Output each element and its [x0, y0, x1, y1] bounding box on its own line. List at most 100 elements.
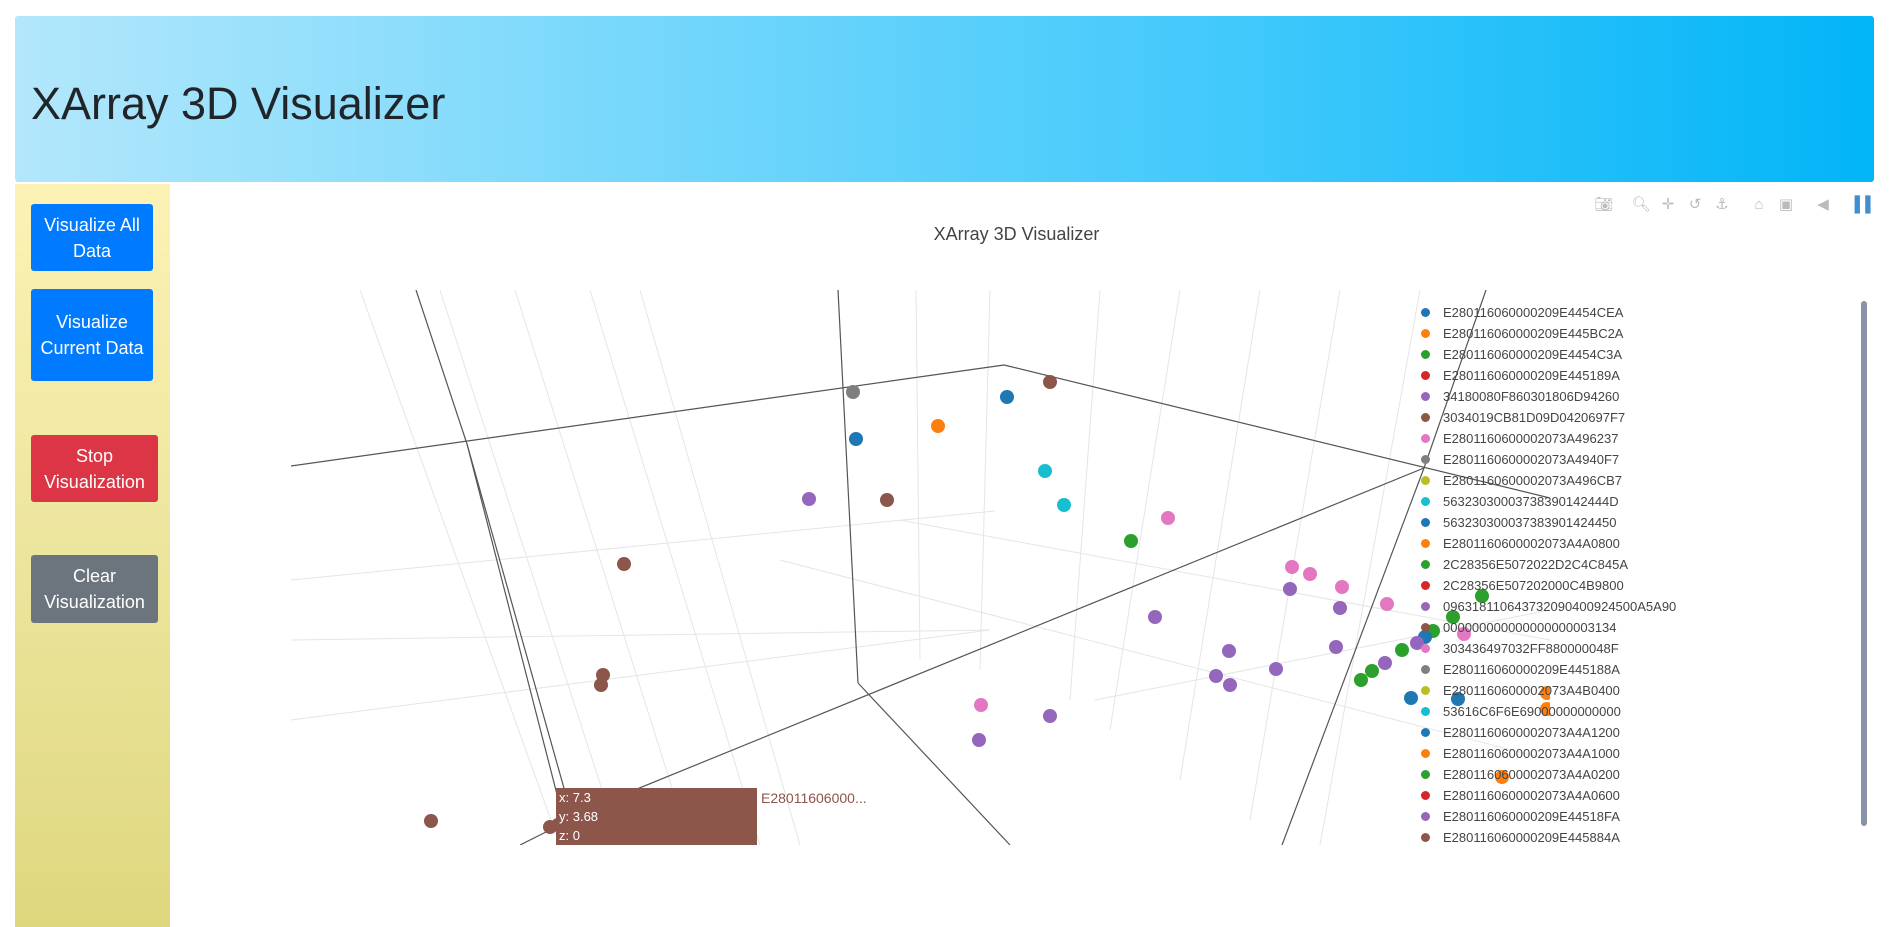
- scatter-point[interactable]: [1365, 664, 1379, 678]
- scatter-point[interactable]: [1475, 589, 1489, 603]
- legend-item[interactable]: E2801160600002073A4940F7: [1415, 449, 1619, 470]
- legend-item[interactable]: E2801160600002073A4B0400: [1415, 680, 1620, 701]
- legend-item[interactable]: 2C28356E507202000C4B9800: [1415, 575, 1624, 596]
- scatter-point[interactable]: [1354, 673, 1368, 687]
- legend-item[interactable]: E2801160600002073A4A0600: [1415, 785, 1620, 806]
- plot-container[interactable]: 📷︎ 🔍︎ ✛ ↺ ⚓ ⌂ ▣ ◀ ▐▐ XArray 3D Visualize…: [170, 184, 1893, 927]
- legend-item[interactable]: 000000000000000000003134: [1415, 617, 1617, 638]
- legend-swatch: [1421, 749, 1430, 758]
- legend-item[interactable]: E2801160600002073A496237: [1415, 428, 1618, 449]
- legend-label: 2C28356E507202000C4B9800: [1443, 578, 1624, 593]
- scatter-point[interactable]: [849, 432, 863, 446]
- scatter-point[interactable]: [1223, 678, 1237, 692]
- legend-label: E2801160600002073A4A1200: [1443, 725, 1620, 740]
- legend-label: 000000000000000000003134: [1443, 620, 1617, 635]
- legend-item[interactable]: 34180080F860301806D94260: [1415, 386, 1619, 407]
- visualize-all-data-button[interactable]: Visualize All Data: [31, 204, 153, 271]
- legend-item[interactable]: E2801160600002073A4A0800: [1415, 533, 1620, 554]
- scatter-point[interactable]: [1303, 567, 1317, 581]
- scatter-point[interactable]: [1329, 640, 1343, 654]
- legend-label: E2801160600002073A4A1000: [1443, 746, 1620, 761]
- legend-item[interactable]: E280116060000209E445BC2A: [1415, 323, 1623, 344]
- scatter-point[interactable]: [1540, 702, 1554, 716]
- reset-camera-icon[interactable]: ⌂: [1754, 195, 1764, 213]
- legend-item[interactable]: 303436497032FF880000048F: [1415, 638, 1619, 659]
- gridlines: [291, 290, 1550, 845]
- legend-item[interactable]: E280116060000209E4454C3A: [1415, 344, 1622, 365]
- legend-item[interactable]: E280116060000209E445884A: [1415, 827, 1620, 848]
- clear-visualization-button[interactable]: Clear Visualization: [31, 555, 158, 623]
- legend-item[interactable]: E2801160600002073A4A1000: [1415, 743, 1620, 764]
- plotly-logo-icon[interactable]: ▐▐: [1849, 195, 1871, 213]
- scatter-point[interactable]: [1283, 582, 1297, 596]
- page-title: XArray 3D Visualizer: [31, 78, 446, 129]
- save-camera-icon[interactable]: ▣: [1778, 196, 1794, 213]
- scatter-point[interactable]: [1395, 643, 1409, 657]
- scatter-point[interactable]: [1269, 662, 1283, 676]
- scatter-point[interactable]: [1446, 610, 1460, 624]
- scatter-point[interactable]: [1038, 464, 1052, 478]
- legend-item[interactable]: E2801160600002073A496CB7: [1415, 470, 1622, 491]
- legend-label: 3034019CB81D09D0420697F7: [1443, 410, 1626, 425]
- legend-item[interactable]: 2C28356E5072022D2C4C845A: [1415, 554, 1628, 575]
- pan-icon[interactable]: ✛: [1661, 196, 1675, 213]
- scatter-point[interactable]: [1378, 656, 1392, 670]
- turntable-rotation-icon[interactable]: ⚓: [1715, 196, 1729, 213]
- scatter-point[interactable]: [1043, 709, 1057, 723]
- legend-item[interactable]: E280116060000209E445188A: [1415, 659, 1620, 680]
- scatter-point[interactable]: [880, 493, 894, 507]
- scatter-point[interactable]: [1333, 601, 1347, 615]
- legend-item[interactable]: E280116060000209E4454CEA: [1415, 302, 1623, 323]
- legend-item[interactable]: 096318110643732090400924500A5A90: [1415, 596, 1676, 617]
- stop-visualization-button[interactable]: Stop Visualization: [31, 435, 158, 502]
- scatter-point[interactable]: [1540, 686, 1554, 700]
- scatter-point[interactable]: [1335, 580, 1349, 594]
- legend-item[interactable]: 56323030003738390142444D: [1415, 491, 1619, 512]
- legend-swatch: [1421, 518, 1430, 527]
- scatter-point[interactable]: [802, 492, 816, 506]
- legend-scrollbar[interactable]: [1861, 301, 1867, 826]
- zoom-icon[interactable]: 🔍︎: [1631, 196, 1651, 213]
- scatter-point[interactable]: [1451, 692, 1465, 706]
- legend-label: E2801160600002073A4B0400: [1443, 683, 1620, 698]
- scatter-point[interactable]: [1285, 560, 1299, 574]
- scatter-point[interactable]: [1000, 390, 1014, 404]
- scatter-point[interactable]: [974, 698, 988, 712]
- scatter-point[interactable]: [1161, 511, 1175, 525]
- legend-swatch: [1421, 371, 1430, 380]
- scatter-point[interactable]: [1495, 770, 1509, 784]
- scatter-point[interactable]: [1057, 498, 1071, 512]
- scatter-point[interactable]: [1410, 636, 1424, 650]
- legend-item[interactable]: E2801160600002073A4A0200: [1415, 764, 1620, 785]
- camera-icon[interactable]: 📷︎: [1594, 196, 1614, 213]
- legend-item[interactable]: E280116060000209E445189A: [1415, 365, 1620, 386]
- scatter-point[interactable]: [1148, 610, 1162, 624]
- scatter-point[interactable]: [1124, 534, 1138, 548]
- scatter-point[interactable]: [424, 814, 438, 828]
- scatter-point[interactable]: [1209, 669, 1223, 683]
- orbit-rotation-icon[interactable]: ↺: [1688, 196, 1702, 213]
- scatter-point[interactable]: [1380, 597, 1394, 611]
- legend-item[interactable]: E280116060000209E44518FA: [1415, 806, 1620, 827]
- scatter-point[interactable]: [1457, 627, 1471, 641]
- legend-label: E280116060000209E44518FA: [1443, 809, 1620, 824]
- scatter-point[interactable]: [617, 557, 631, 571]
- legend-item[interactable]: 53616C6F6E69000000000000: [1415, 701, 1621, 722]
- visualize-current-data-button[interactable]: Visualize Current Data: [31, 289, 153, 381]
- scatter-point[interactable]: [846, 385, 860, 399]
- scatter-point[interactable]: [1404, 691, 1418, 705]
- scatter-point[interactable]: [1222, 644, 1236, 658]
- plot-modebar: 📷︎ 🔍︎ ✛ ↺ ⚓ ⌂ ▣ ◀ ▐▐: [1588, 194, 1871, 214]
- scatter-point[interactable]: [1043, 375, 1057, 389]
- scatter-point[interactable]: [594, 678, 608, 692]
- legend-item[interactable]: 563230300037383901424450: [1415, 512, 1617, 533]
- legend-label: 563230300037383901424450: [1443, 515, 1617, 530]
- legend-item[interactable]: E2801160600002073A4A1200: [1415, 722, 1620, 743]
- scatter-point[interactable]: [972, 733, 986, 747]
- scatter-points[interactable]: [424, 375, 1554, 834]
- hover-toggle-icon[interactable]: ◀: [1817, 196, 1829, 213]
- scatter-point[interactable]: [931, 419, 945, 433]
- legend-swatch: [1421, 560, 1430, 569]
- legend-item[interactable]: 3034019CB81D09D0420697F7: [1415, 407, 1625, 428]
